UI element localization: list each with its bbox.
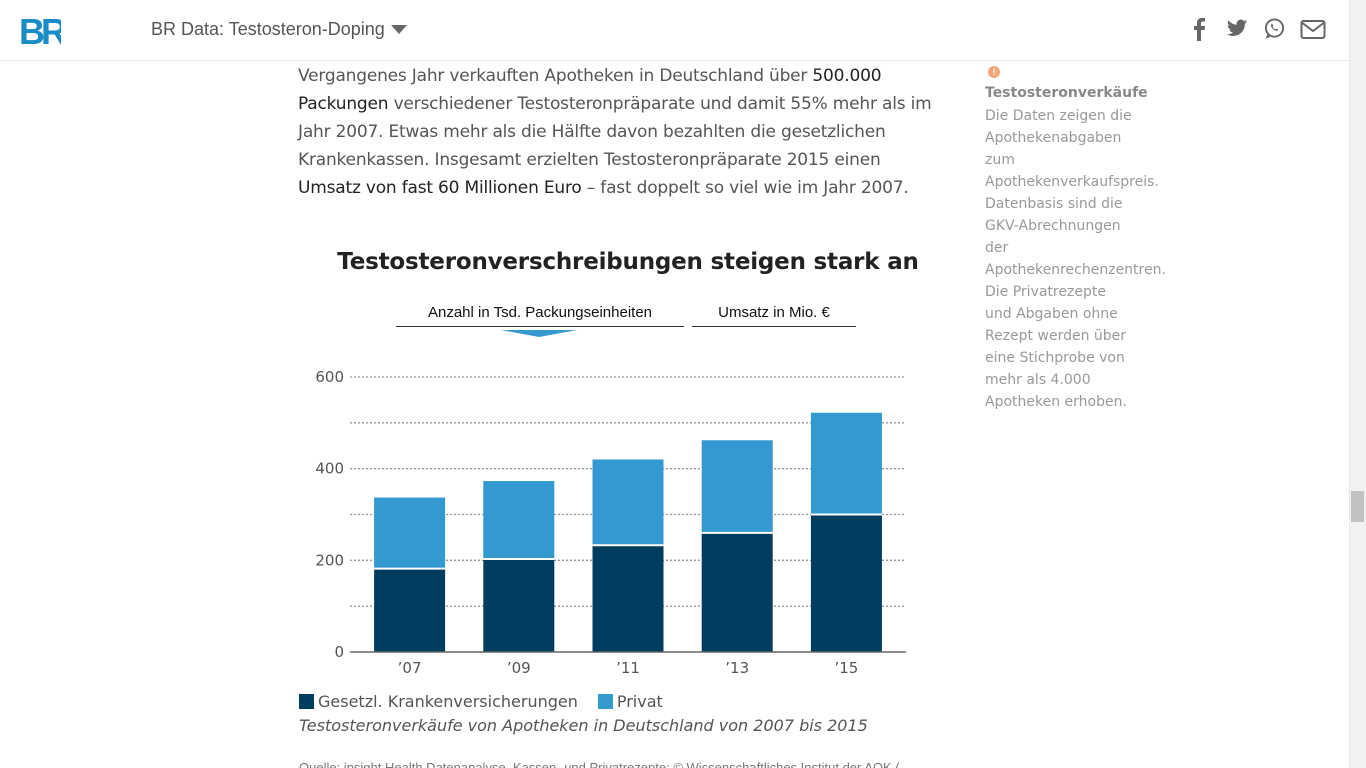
y-tick-label: 600 xyxy=(315,368,344,386)
note-line: zum xyxy=(985,152,1015,168)
active-tab-indicator xyxy=(501,330,577,337)
note-line: Die Privatrezepte xyxy=(985,284,1106,300)
bar-segment-gkv xyxy=(592,545,664,652)
x-tick-label: ’15 xyxy=(834,659,858,677)
x-tick-label: ’13 xyxy=(725,659,749,677)
y-tick-label: 0 xyxy=(334,643,344,661)
note-line: mehr als 4.000 xyxy=(985,372,1091,388)
note-line: Apothekenrechenzentren. xyxy=(985,262,1166,278)
bar-segment-gkv xyxy=(483,558,555,652)
para-text-2: verschiedener Testosteronpräparate und d… xyxy=(298,94,932,170)
legend-swatch-privat xyxy=(597,694,613,709)
legend-item-gkv: Gesetzl. Krankenversicherungen xyxy=(299,692,578,711)
y-tick-label: 200 xyxy=(315,551,344,569)
nav-title-label: BR Data: Testosteron-Doping xyxy=(151,19,385,39)
para-text-3: – fast doppelt so viel wie im Jahr 2007. xyxy=(581,178,909,198)
para-highlight-revenue: Umsatz von fast 60 Millionen Euro xyxy=(298,178,582,198)
chart-legend: Gesetzl. Krankenversicherungen Privat xyxy=(299,692,683,711)
x-tick-label: ’11 xyxy=(616,659,640,677)
note-text: Die Daten zeigen die Apothekenabgaben zu… xyxy=(985,105,1166,413)
note-line: Datenbasis sind die xyxy=(985,196,1123,212)
bar-segment-privat xyxy=(483,481,555,559)
whatsapp-icon[interactable] xyxy=(1263,17,1286,40)
bar-segment-gkv xyxy=(374,568,446,652)
note-line: der xyxy=(985,240,1009,256)
legend-swatch-gkv xyxy=(299,694,314,709)
twitter-icon[interactable] xyxy=(1226,17,1248,39)
legend-item-privat: Privat xyxy=(597,692,663,711)
note-line: Rezept werden über xyxy=(985,328,1127,344)
legend-label-privat: Privat xyxy=(616,692,663,711)
br-logo[interactable]: BR xyxy=(19,13,61,47)
site-header: BR BR Data: Testosteron-Doping xyxy=(0,0,1349,61)
legend-label-gkv: Gesetzl. Krankenversicherungen xyxy=(318,692,578,711)
scrollbar-track[interactable] xyxy=(1349,0,1366,768)
bar-segment-gkv xyxy=(701,532,773,652)
note-line: Apothekenverkaufspreis. xyxy=(985,174,1159,190)
tab-revenue[interactable]: Umsatz in Mio. € xyxy=(692,304,856,327)
caret-down-icon xyxy=(390,25,407,34)
para-highlight-packages: 500.000 Packungen xyxy=(298,66,882,114)
x-tick-label: ’09 xyxy=(507,659,531,677)
chart-title: Testosteronverschreibungen steigen stark… xyxy=(337,249,919,275)
note-title: Testosteronverkäufe xyxy=(985,85,1148,101)
chart-caption: Testosteronverkäufe von Apotheken in Deu… xyxy=(299,716,868,735)
chart-source: Quelle: insight Health Datenanalyse, Kas… xyxy=(299,760,899,768)
facebook-icon[interactable] xyxy=(1190,17,1208,41)
svg-text:BR: BR xyxy=(19,13,61,47)
y-tick-label: 400 xyxy=(315,460,344,478)
stacked-bar-chart: 0 200 400 600 ’07 ’09 ’11 ’13 ’15 xyxy=(315,368,906,677)
note-line: Die Daten zeigen die xyxy=(985,108,1132,124)
note-line: und Abgaben ohne xyxy=(985,306,1118,322)
note-line: GKV-Abrechnungen xyxy=(985,218,1121,234)
bar-segment-gkv xyxy=(810,514,882,652)
mail-icon[interactable] xyxy=(1300,17,1326,41)
info-icon: ! xyxy=(988,66,1000,78)
para-text-1: Vergangenes Jahr verkauften Apotheken in… xyxy=(298,66,813,86)
page-nav-dropdown[interactable]: BR Data: Testosteron-Doping xyxy=(151,19,407,40)
bar-segment-privat xyxy=(810,412,882,515)
bar-segment-privat xyxy=(701,440,773,533)
note-line: Apotheken erhoben. xyxy=(985,394,1127,410)
tab-packages[interactable]: Anzahl in Tsd. Packungseinheiten xyxy=(396,304,684,327)
bar-segment-privat xyxy=(374,497,446,569)
note-line: eine Stichprobe von xyxy=(985,350,1125,366)
bar-segment-privat xyxy=(592,459,664,546)
note-line: Apothekenabgaben xyxy=(985,130,1122,146)
scrollbar-thumb[interactable] xyxy=(1351,491,1364,522)
article-paragraph: Vergangenes Jahr verkauften Apotheken in… xyxy=(298,62,948,202)
x-tick-label: ’07 xyxy=(398,659,422,677)
